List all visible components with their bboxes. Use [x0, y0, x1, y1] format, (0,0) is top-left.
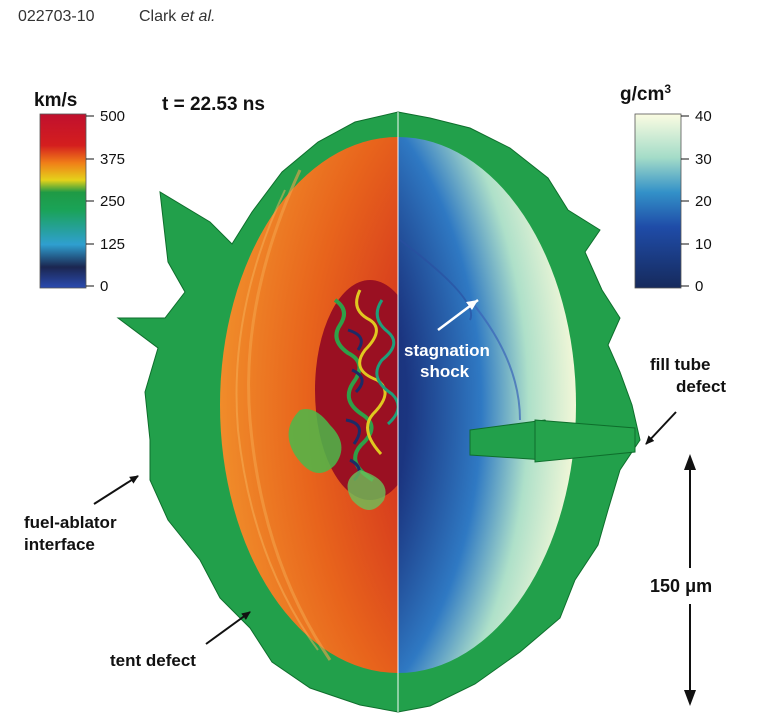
time-label: t = 22.53 ns: [162, 94, 265, 115]
velocity-field: [220, 137, 398, 673]
density-ticks: 40 30 20 10 0: [681, 108, 712, 295]
velocity-unit: km/s: [34, 90, 77, 111]
svg-text:250: 250: [100, 193, 125, 210]
svg-text:375: 375: [100, 151, 125, 168]
svg-text:10: 10: [695, 236, 712, 253]
velocity-ticks: 500 375 250 125 0: [86, 108, 125, 295]
fuel-ablator-label-2: interface: [24, 535, 95, 554]
stagnation-label-2: shock: [420, 362, 470, 381]
svg-text:125: 125: [100, 236, 125, 253]
density-unit: g/cm3: [620, 82, 671, 105]
tent-defect-label: tent defect: [110, 651, 196, 670]
stagnation-label-1: stagnation: [404, 341, 490, 360]
svg-text:30: 30: [695, 151, 712, 168]
authors: Clark et al.: [138, 8, 216, 25]
turbulent-core: [333, 289, 398, 482]
svg-text:0: 0: [100, 278, 108, 295]
velocity-colorbar: [39, 113, 87, 289]
fill-tube-label-1: fill tube: [650, 355, 710, 374]
svg-text:40: 40: [695, 108, 712, 125]
density-colorbar: [634, 113, 682, 289]
scale-bar: 150 μm: [650, 454, 712, 706]
fill-tube-arrow: [645, 411, 677, 445]
scale-bar-label: 150 μm: [650, 576, 712, 596]
fuel-ablator-label-1: fuel-ablator: [24, 513, 117, 532]
svg-text:500: 500: [100, 108, 125, 125]
page-header: 022703-10 Clark et al.: [18, 8, 215, 26]
svg-text:0: 0: [695, 278, 703, 295]
fuel-ablator-arrow: [93, 475, 139, 505]
fill-tube-label-2: defect: [676, 377, 726, 396]
svg-text:20: 20: [695, 193, 712, 210]
density-field: [398, 137, 636, 673]
tent-defect-arrow: [205, 611, 251, 645]
page-id: 022703-10: [18, 8, 95, 25]
